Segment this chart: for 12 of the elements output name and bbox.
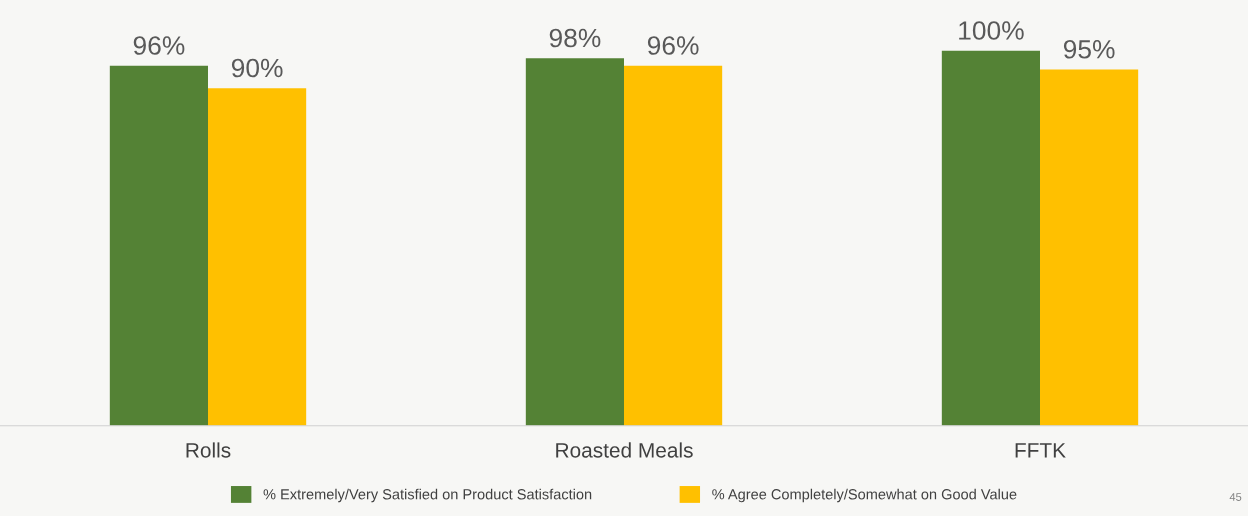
data-label: 90% xyxy=(231,58,283,78)
text: 45 xyxy=(1229,493,1242,501)
data-label: 98% xyxy=(549,28,601,48)
x-tick-label: Roasted Meals xyxy=(556,442,693,458)
legend-label: % Agree Completely/Somewhat on Good Value xyxy=(712,488,1017,503)
legend-label: % Extremely/Very Satisfied on Product Satisfaction xyxy=(263,488,592,503)
x-tick-label: Rolls xyxy=(186,442,231,458)
data-label: 95% xyxy=(1063,39,1115,59)
data-label: 100% xyxy=(959,21,1024,40)
data-label: 96% xyxy=(133,36,185,55)
data-label: 96% xyxy=(647,36,699,55)
x-tick-label: FFTK xyxy=(1015,443,1066,458)
